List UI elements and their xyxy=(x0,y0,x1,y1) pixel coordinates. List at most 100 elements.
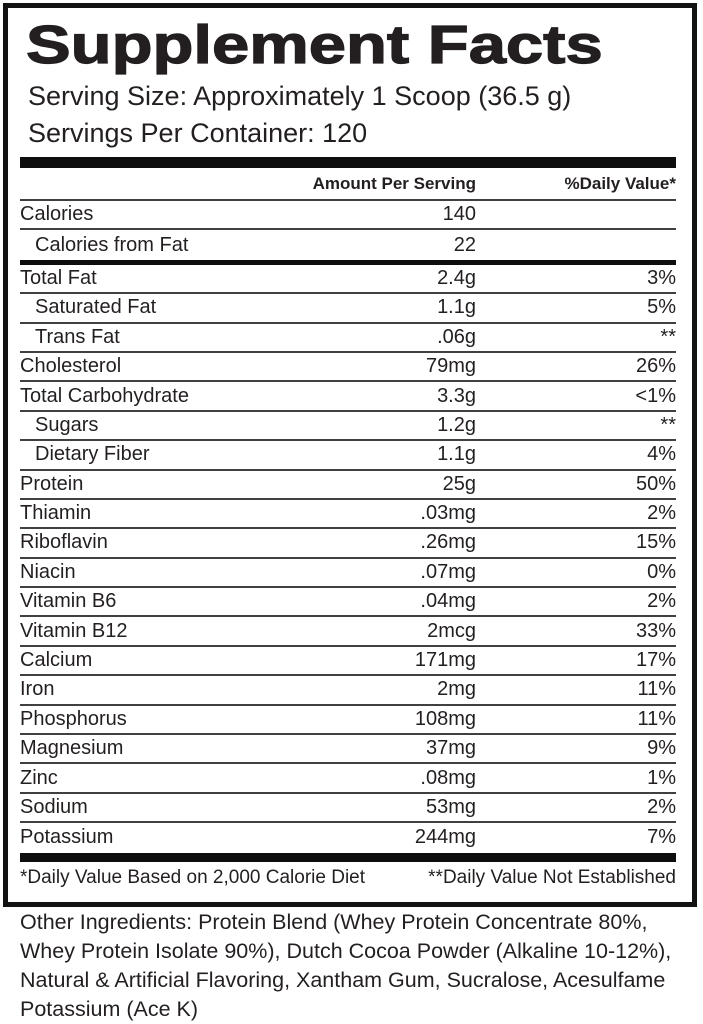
nutrient-row-dietary-fiber: Dietary Fiber 1.1g 4% xyxy=(20,441,676,471)
nutrient-row-riboflavin: Riboflavin .26mg 15% xyxy=(20,529,676,559)
nutrient-dv: <1% xyxy=(635,384,676,407)
nutrient-amount: 37mg xyxy=(425,737,476,760)
footnote-row: *Daily Value Based on 2,000 Calorie Diet… xyxy=(20,862,676,895)
nutrient-row-protein: Protein 25g 50% xyxy=(20,471,676,500)
nutrient-label: Niacin xyxy=(20,560,76,583)
nutrient-amount: 2mg xyxy=(437,678,476,701)
nutrient-amount: 244mg xyxy=(414,826,476,849)
nutrient-row-calcium: Calcium 171mg 17% xyxy=(20,647,676,677)
serving-size-line: Serving Size: Approximately 1 Scoop (36.… xyxy=(28,81,572,111)
nutrient-row-sodium: Sodium 53mg 2% xyxy=(20,794,676,824)
nutrient-dv: 4% xyxy=(647,443,676,466)
nutrient-label: Potassium xyxy=(20,826,114,849)
nutrient-dv: 7% xyxy=(647,826,676,849)
nutrient-dv: ** xyxy=(660,413,676,436)
nutrient-label: Protein xyxy=(20,472,84,495)
nutrient-amount: 1.2g xyxy=(437,413,476,436)
nutrient-label: Riboflavin xyxy=(20,531,108,554)
nutrient-amount: 22 xyxy=(453,233,476,256)
nutrient-row-cholesterol: Cholesterol 79mg 26% xyxy=(20,353,676,383)
nutrient-amount: 1.1g xyxy=(437,443,476,466)
nutrient-label: Total Carbohydrate xyxy=(20,384,189,407)
nutrient-amount: 53mg xyxy=(425,796,476,818)
nutrient-row-vitamin-b12: Vitamin B12 2mcg 33% xyxy=(20,617,676,647)
nutrient-label: Zinc xyxy=(20,766,58,789)
other-ingredients-paragraph: Other Ingredients: Protein Blend (Whey P… xyxy=(20,910,672,1021)
thick-divider-top xyxy=(20,157,676,168)
nutrient-label: Total Fat xyxy=(20,266,97,289)
nutrient-row-sugars: Sugars 1.2g ** xyxy=(20,412,676,442)
nutrient-row-total-fat: Total Fat 2.4g 3% xyxy=(20,265,676,295)
daily-value-header: %Daily Value* xyxy=(564,173,676,193)
nutrient-amount: .06g xyxy=(437,325,476,348)
nutrient-label: Calories from Fat xyxy=(35,233,189,256)
nutrient-amount: .04mg xyxy=(420,590,476,613)
nutrient-row-niacin: Niacin .07mg 0% xyxy=(20,559,676,589)
nutrient-row-phosphorus: Phosphorus 108mg 11% xyxy=(20,706,676,736)
nutrient-label: Dietary Fiber xyxy=(35,443,150,466)
amount-per-serving-header: Amount Per Serving xyxy=(312,173,476,193)
nutrient-dv: 15% xyxy=(635,531,676,554)
nutrient-amount: 140 xyxy=(442,203,476,226)
nutrient-row-potassium: Potassium 244mg 7% xyxy=(20,823,676,852)
facts-panel: Supplement Facts Serving Size: Approxima… xyxy=(3,3,697,907)
thick-divider-fat xyxy=(20,259,676,265)
nutrient-label: Sugars xyxy=(35,413,99,436)
nutrient-dv: 50% xyxy=(635,472,676,495)
nutrient-label: Phosphorus xyxy=(20,707,127,730)
nutrient-row-zinc: Zinc .08mg 1% xyxy=(20,764,676,794)
nutrient-amount: .08mg xyxy=(420,766,476,789)
nutrient-amount: 79mg xyxy=(425,355,476,378)
nutrient-dv: 11% xyxy=(637,678,676,701)
not-established-footnote: **Daily Value Not Established xyxy=(428,867,676,889)
nutrient-amount: 171mg xyxy=(414,649,476,672)
nutrient-label: Saturated Fat xyxy=(35,296,157,319)
nutrient-label: Calories xyxy=(20,203,94,226)
nutrient-row-magnesium: Magnesium 37mg 9% xyxy=(20,735,676,765)
nutrient-amount: 3.3g xyxy=(437,384,476,407)
nutrient-amount: 108mg xyxy=(414,707,476,730)
nutrient-label: Trans Fat xyxy=(35,325,120,348)
nutrient-dv: 26% xyxy=(635,355,676,378)
nutrient-label: Sodium xyxy=(20,796,88,818)
nutrient-dv: 11% xyxy=(637,707,676,730)
nutrient-dv: 17% xyxy=(635,649,676,672)
nutrient-dv: 5% xyxy=(647,296,676,319)
nutrient-row-calories: Calories 140 xyxy=(20,201,676,231)
nutrient-amount: 1.1g xyxy=(437,296,476,319)
daily-value-footnote: *Daily Value Based on 2,000 Calorie Diet xyxy=(20,867,366,889)
nutrient-row-vitamin-b6: Vitamin B6 .04mg 2% xyxy=(20,588,676,618)
nutrient-dv: 2% xyxy=(647,590,676,613)
nutrient-dv: 9% xyxy=(647,737,676,760)
nutrient-amount: .03mg xyxy=(420,502,476,525)
nutrient-amount: 2mcg xyxy=(427,619,476,642)
nutrient-label: Magnesium xyxy=(20,737,124,760)
nutrient-dv: 0% xyxy=(647,560,676,583)
nutrient-amount: .07mg xyxy=(420,560,476,583)
servings-per-container-line: Servings Per Container: 120 xyxy=(28,118,368,148)
nutrient-dv: 2% xyxy=(647,502,676,525)
nutrient-dv: ** xyxy=(660,325,676,348)
nutrient-label: Iron xyxy=(20,678,55,701)
nutrient-dv: 3% xyxy=(647,266,676,289)
nutrient-row-saturated-fat: Saturated Fat 1.1g 5% xyxy=(20,294,676,324)
table-header-row: Amount Per Serving %Daily Value* xyxy=(20,168,676,201)
label-title: Supplement Facts xyxy=(25,14,603,75)
nutrient-row-total-carbohydrate: Total Carbohydrate 3.3g <1% xyxy=(20,382,676,412)
nutrient-dv: 2% xyxy=(647,796,676,818)
thick-divider-bottom xyxy=(20,852,676,862)
nutrient-dv: 33% xyxy=(635,619,676,642)
nutrient-row-thiamin: Thiamin .03mg 2% xyxy=(20,500,676,530)
nutrient-dv: 1% xyxy=(647,766,676,789)
nutrient-label: Vitamin B12 xyxy=(20,619,128,642)
nutrient-label: Thiamin xyxy=(20,502,92,525)
nutrient-label: Vitamin B6 xyxy=(20,590,117,613)
nutrient-row-iron: Iron 2mg 11% xyxy=(20,676,676,706)
nutrient-row-trans-fat: Trans Fat .06g ** xyxy=(20,324,676,353)
nutrient-amount: .26mg xyxy=(420,531,476,554)
nutrient-row-calories-from-fat: Calories from Fat 22 xyxy=(20,230,676,259)
nutrient-amount: 25g xyxy=(442,472,476,495)
nutrient-amount: 2.4g xyxy=(437,266,476,289)
nutrient-label: Calcium xyxy=(20,649,93,672)
